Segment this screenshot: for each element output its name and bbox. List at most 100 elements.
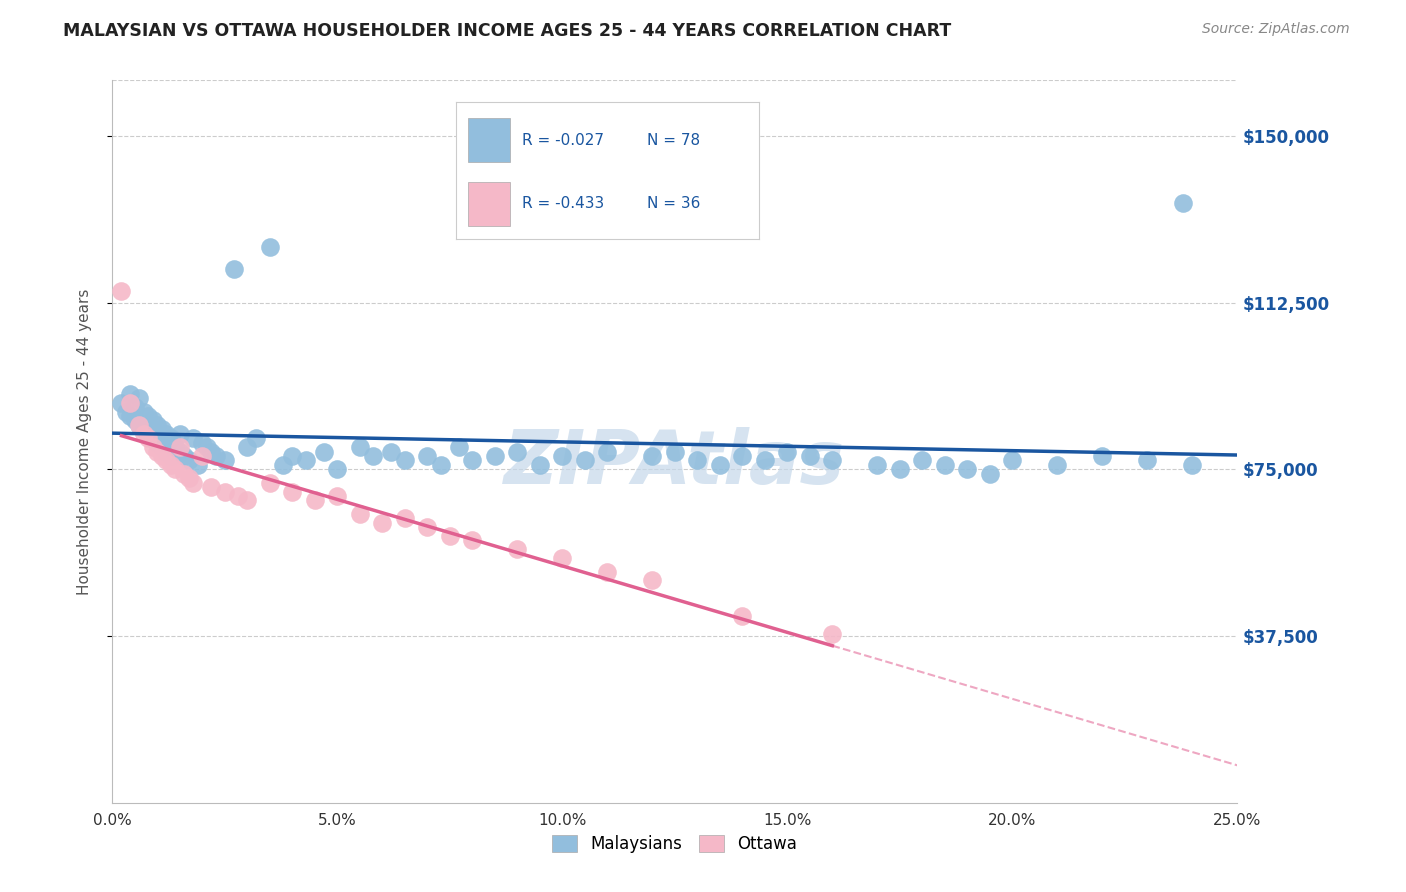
Text: Source: ZipAtlas.com: Source: ZipAtlas.com — [1202, 22, 1350, 37]
Point — [349, 507, 371, 521]
Point — [551, 449, 574, 463]
Point — [1091, 449, 1114, 463]
Point — [228, 489, 250, 503]
Point — [214, 484, 236, 499]
Point — [214, 453, 236, 467]
Point — [120, 409, 142, 423]
Point — [506, 444, 529, 458]
Point — [596, 444, 619, 458]
Point — [183, 431, 205, 445]
Point — [326, 489, 349, 503]
Point — [731, 449, 754, 463]
Point — [866, 458, 889, 472]
Point — [596, 565, 619, 579]
Point — [776, 444, 799, 458]
Point — [664, 444, 686, 458]
Point — [146, 444, 169, 458]
Y-axis label: Householder Income Ages 25 - 44 years: Householder Income Ages 25 - 44 years — [77, 288, 91, 595]
Point — [191, 449, 214, 463]
Point — [165, 440, 187, 454]
Point — [191, 435, 214, 450]
Point — [132, 426, 155, 441]
Point — [484, 449, 506, 463]
Point — [173, 467, 195, 481]
Point — [349, 440, 371, 454]
Point — [371, 516, 394, 530]
Point — [169, 440, 191, 454]
Point — [115, 404, 138, 418]
Point — [731, 609, 754, 624]
Point — [641, 574, 664, 588]
Point — [132, 422, 155, 436]
Point — [132, 404, 155, 418]
Point — [138, 426, 160, 441]
Point — [173, 449, 195, 463]
Point — [177, 471, 200, 485]
Point — [934, 458, 956, 472]
Point — [416, 449, 439, 463]
Point — [155, 444, 177, 458]
Point — [394, 511, 416, 525]
Point — [709, 458, 731, 472]
Point — [799, 449, 821, 463]
Point — [281, 484, 304, 499]
Point — [138, 431, 160, 445]
Point — [187, 458, 209, 472]
Point — [155, 426, 177, 441]
Point — [529, 458, 551, 472]
Point — [394, 453, 416, 467]
Point — [1046, 458, 1069, 472]
Point — [956, 462, 979, 476]
Point — [142, 440, 165, 454]
Point — [574, 453, 596, 467]
Point — [110, 395, 132, 409]
Point — [128, 417, 150, 432]
Point — [889, 462, 911, 476]
Point — [1181, 458, 1204, 472]
Point — [911, 453, 934, 467]
Point — [551, 551, 574, 566]
Point — [1173, 195, 1195, 210]
Point — [142, 413, 165, 427]
Point — [169, 426, 191, 441]
Point — [416, 520, 439, 534]
Point — [259, 240, 281, 254]
Point — [430, 458, 453, 472]
Point — [380, 444, 402, 458]
Point — [120, 395, 142, 409]
Point — [200, 480, 222, 494]
Point — [150, 440, 173, 454]
Point — [821, 627, 844, 641]
Point — [363, 449, 385, 463]
Point — [146, 435, 169, 450]
Point — [1136, 453, 1159, 467]
Point — [155, 453, 177, 467]
Point — [312, 444, 335, 458]
Point — [686, 453, 709, 467]
Point — [295, 453, 318, 467]
Point — [128, 391, 150, 405]
Point — [195, 440, 218, 454]
Point — [165, 462, 187, 476]
Point — [142, 431, 165, 445]
Point — [447, 440, 470, 454]
Point — [236, 440, 259, 454]
Point — [273, 458, 295, 472]
Point — [124, 400, 146, 414]
Point — [160, 458, 183, 472]
Point — [326, 462, 349, 476]
Point — [439, 529, 461, 543]
Point — [281, 449, 304, 463]
Point — [200, 444, 222, 458]
Point — [506, 542, 529, 557]
Point — [138, 409, 160, 423]
Point — [120, 386, 142, 401]
Point — [150, 449, 173, 463]
Legend: Malaysians, Ottawa: Malaysians, Ottawa — [546, 828, 804, 860]
Point — [1001, 453, 1024, 467]
Point — [641, 449, 664, 463]
Text: ZIPAtlas: ZIPAtlas — [505, 426, 845, 500]
Point — [222, 262, 245, 277]
Point — [461, 533, 484, 548]
Point — [979, 467, 1001, 481]
